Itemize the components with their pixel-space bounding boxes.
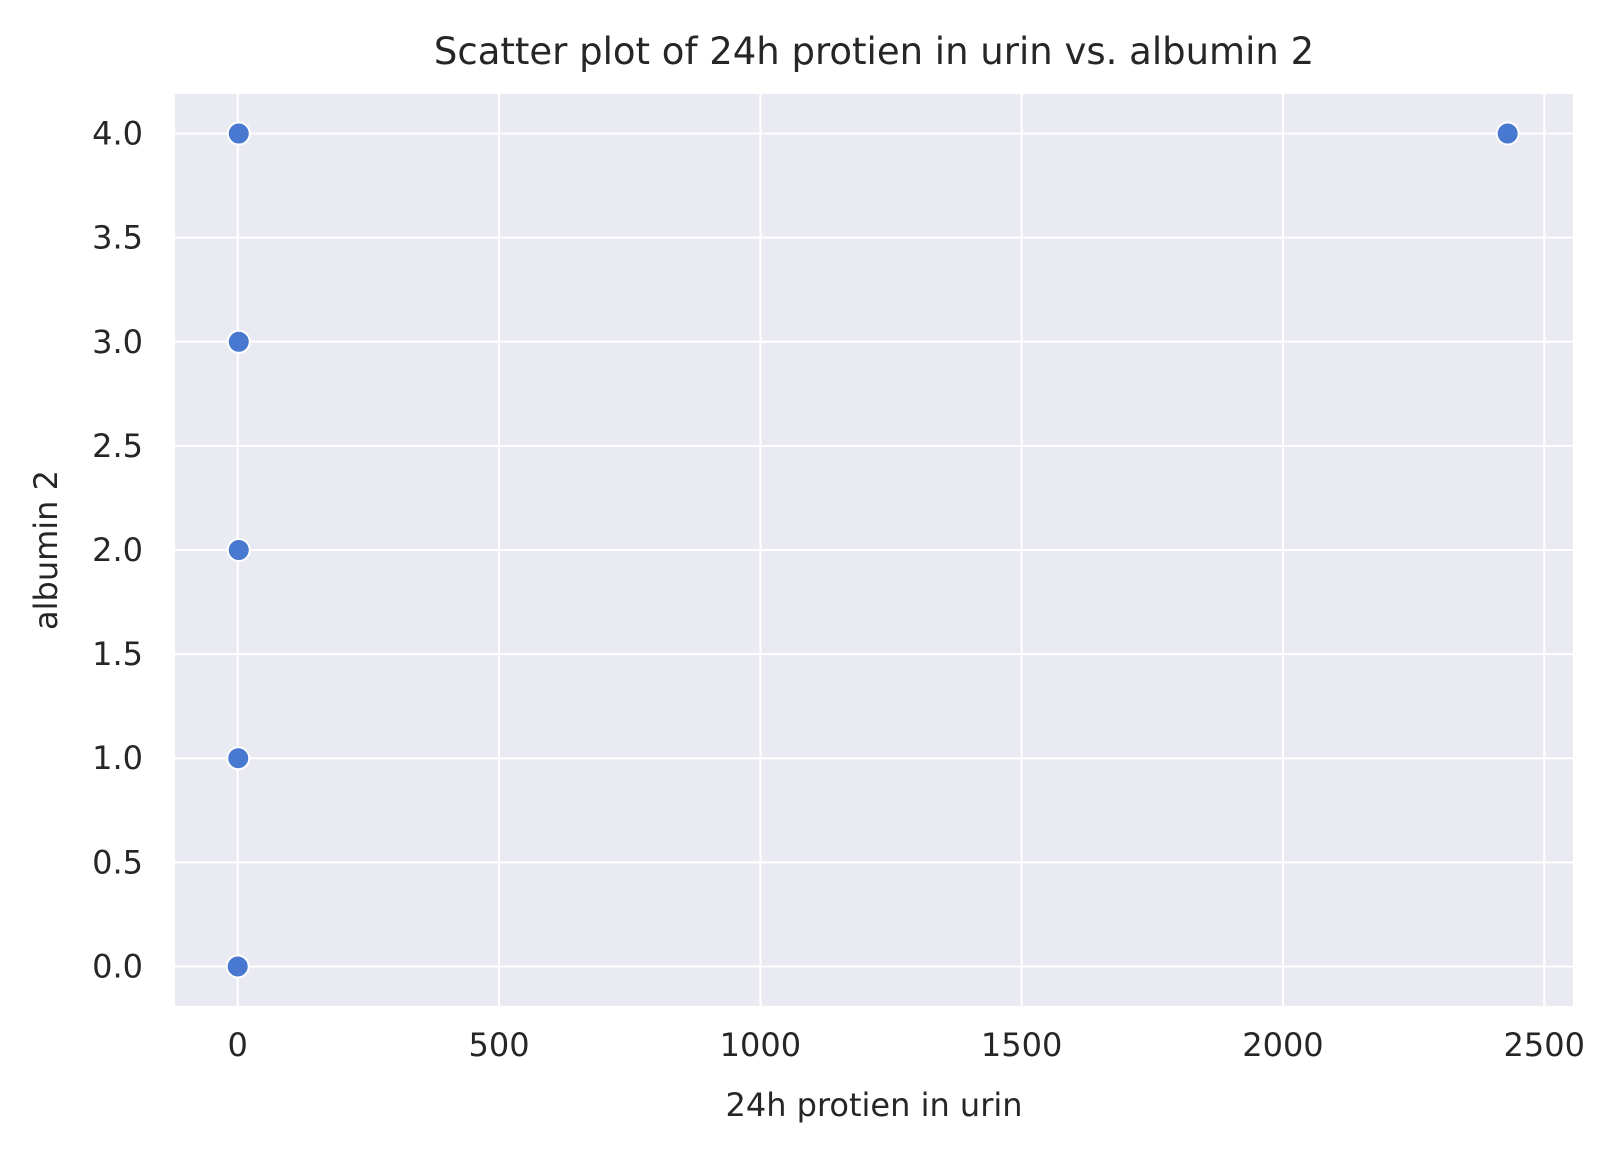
x-tick-label: 0 bbox=[228, 1026, 248, 1064]
y-axis-label: albumin 2 bbox=[27, 470, 65, 630]
y-tick-labels: 0.0 0.5 1.0 1.5 2.0 2.5 3.0 3.5 4.0 bbox=[92, 115, 143, 986]
data-point bbox=[226, 121, 251, 146]
grid-lines bbox=[175, 94, 1573, 1006]
y-tick-label: 3.0 bbox=[92, 323, 143, 361]
x-tick-label: 2000 bbox=[1242, 1026, 1323, 1064]
x-tick-label: 2500 bbox=[1504, 1026, 1585, 1064]
y-tick-label: 2.5 bbox=[92, 427, 143, 465]
x-tick-label: 1500 bbox=[981, 1026, 1062, 1064]
y-tick-label: 2.0 bbox=[92, 531, 143, 569]
x-tick-label: 1000 bbox=[720, 1026, 801, 1064]
y-tick-label: 3.5 bbox=[92, 219, 143, 257]
x-tick-label: 500 bbox=[468, 1026, 529, 1064]
x-tick-labels: 0 500 1000 1500 2000 2500 bbox=[228, 1026, 1585, 1064]
data-point bbox=[226, 746, 251, 771]
y-tick-label: 0.0 bbox=[92, 947, 143, 985]
data-point bbox=[226, 538, 251, 562]
y-tick-label: 1.0 bbox=[92, 739, 143, 777]
x-axis-label: 24h protien in urin bbox=[725, 1086, 1022, 1124]
y-tick-label: 1.5 bbox=[92, 635, 143, 673]
data-point bbox=[225, 954, 250, 979]
y-tick-label: 0.5 bbox=[92, 843, 143, 881]
data-points bbox=[225, 121, 1520, 979]
data-point bbox=[226, 329, 251, 354]
chart-title: Scatter plot of 24h protien in urin vs. … bbox=[434, 30, 1314, 73]
y-tick-label: 4.0 bbox=[92, 115, 143, 153]
data-point bbox=[1495, 121, 1520, 146]
